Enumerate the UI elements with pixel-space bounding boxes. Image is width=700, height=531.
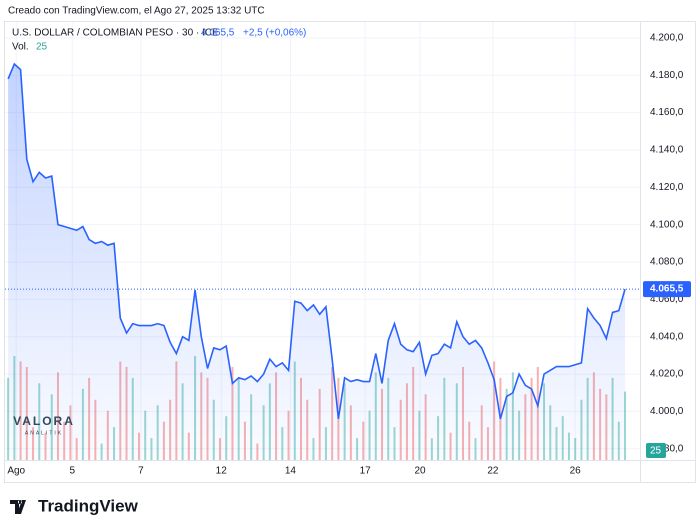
watermark: VALORA [13, 414, 75, 428]
x-tick-label: Ago [7, 466, 25, 477]
brand: TradingView [38, 496, 139, 515]
last-price-tag [643, 281, 691, 298]
area [8, 64, 626, 460]
last-price: 4.065,5 [201, 28, 235, 39]
price-line [7, 62, 626, 420]
x-tick-label: 5 [70, 466, 76, 477]
y-tick-label: 4.120,0 [650, 182, 684, 193]
plot [5, 22, 640, 460]
y-tick-label: 4.000,0 [650, 406, 684, 417]
watermark-sub: ANALITIK [25, 430, 63, 436]
x-tick-label: 17 [360, 466, 372, 477]
brand-logo [10, 500, 26, 514]
x-tick-label: 12 [216, 466, 228, 477]
y-tick-label: 4.100,0 [650, 219, 684, 230]
volume-value: 25 [36, 42, 48, 53]
volume-bar [624, 391, 627, 460]
y-tick-label: 4.140,0 [650, 145, 684, 156]
x-tick-label: 26 [570, 466, 582, 477]
volume-label: Vol. [12, 42, 29, 53]
volume-bar [7, 377, 10, 460]
x-tick-label: 22 [487, 466, 499, 477]
x-tick-label: 20 [414, 466, 426, 477]
last-price-tag-label: 4.065,5 [650, 284, 684, 295]
y-tick-label: 4.060,0 [650, 294, 684, 305]
chart-title: U.S. DOLLAR / COLOMBIAN PESO · 30 · ICE [12, 28, 219, 39]
x-tick-label: 7 [138, 466, 144, 477]
y-tick-label: 4.160,0 [650, 107, 684, 118]
frame [4, 21, 696, 483]
x-tick-label: 14 [285, 466, 297, 477]
y-tick-label: 3.980,0 [650, 443, 684, 454]
volume-tag-label: 25 [650, 446, 662, 457]
y-tick-label: 4.200,0 [650, 33, 684, 44]
y-tick-label: 4.180,0 [650, 70, 684, 81]
y-tick-label: 4.040,0 [650, 331, 684, 342]
price-change: +2,5 (+0,06%) [243, 28, 306, 39]
y-tick-label: 4.080,0 [650, 257, 684, 268]
y-tick-label: 4.020,0 [650, 369, 684, 380]
volume-tag [646, 443, 666, 458]
credit: Creado con TradingView.com, el Ago 27, 2… [8, 6, 265, 17]
